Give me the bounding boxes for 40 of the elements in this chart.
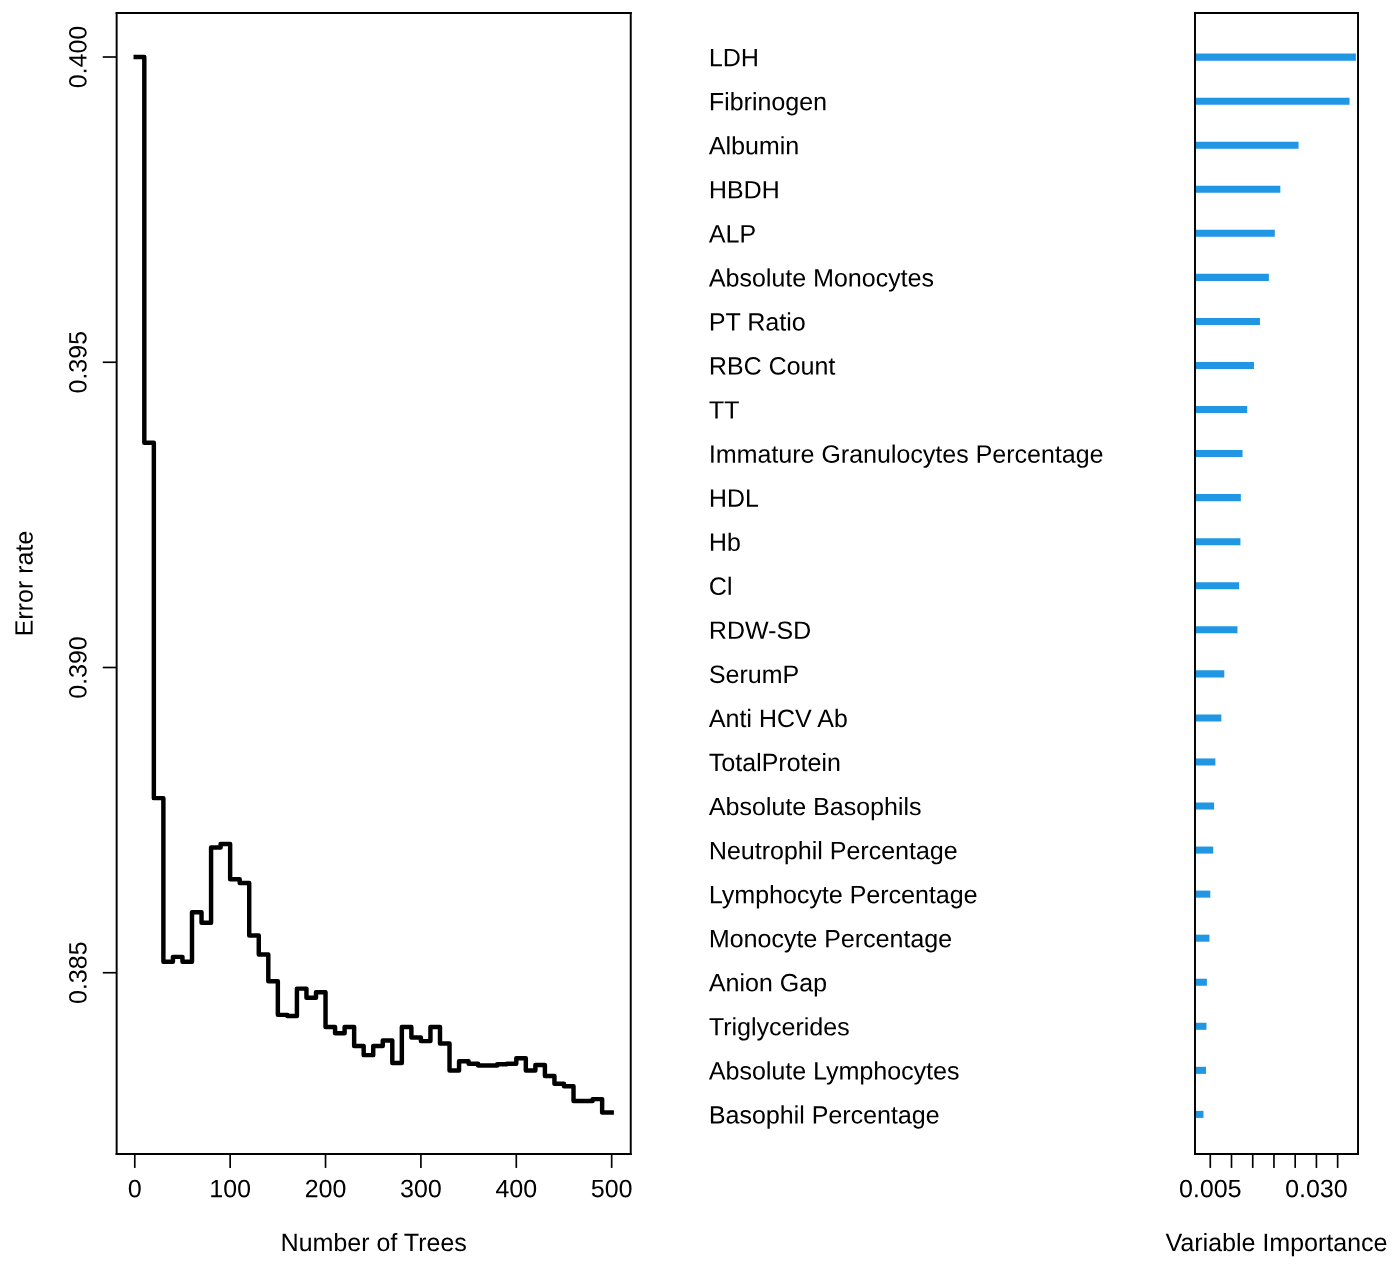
y-tick-label: RDW-SD	[710, 621, 811, 640]
y-tick-label: 0.395	[69, 332, 87, 393]
x-tick-label: 0.005	[1179, 1179, 1241, 1198]
y-tick-label: Monocyte Percentage	[710, 930, 951, 953]
y-tick-label: Anti HCV Ab	[708, 708, 847, 728]
y-tick-label: Lymphocyte Percentage	[710, 885, 977, 909]
y-tick-label: Fibrinogen	[710, 92, 826, 116]
y-tick-label: 0.390	[69, 637, 87, 698]
x-tick-label: 300	[401, 1179, 441, 1198]
y-axis-title: Error rate	[15, 531, 33, 635]
y-tick-label: HDL	[710, 489, 759, 507]
y-tick-label: Albumin	[708, 136, 798, 155]
y-tick-label: Absolute Basophils	[708, 796, 921, 821]
x-axis-title: Variable Importance	[1165, 1232, 1387, 1257]
x-axis-title: Number of Trees	[282, 1232, 466, 1252]
x-tick-label: 200	[305, 1179, 346, 1198]
x-tick-label: 100	[211, 1179, 251, 1198]
y-tick-label: TT	[709, 401, 739, 419]
y-tick-label: PT Ratio	[710, 312, 805, 331]
y-tick-label: Triglycerides	[709, 1017, 849, 1041]
y-tick-label: LDH	[710, 48, 757, 67]
x-tick-label: 500	[591, 1179, 632, 1198]
y-tick-label: Absolute Lymphocytes	[708, 1061, 959, 1085]
y-tick-label: 0.400	[69, 26, 87, 88]
y-tick-label: RBC Count	[710, 357, 836, 375]
y-tick-label: SerumP	[710, 665, 798, 684]
y-tick-label: Anion Gap	[708, 973, 826, 997]
y-tick-label: Cl	[710, 576, 731, 596]
y-tick-label: TotalProtein	[709, 752, 840, 772]
y-tick-label: Immature Granulocytes Percentage	[711, 444, 1103, 468]
y-tick-label: Neutrophil Percentage	[710, 841, 957, 865]
x-tick-label: 0.030	[1286, 1179, 1347, 1198]
y-tick-label: 0.385	[69, 942, 87, 1004]
x-tick-label: 0	[128, 1179, 141, 1198]
y-tick-label: Hb	[710, 532, 740, 552]
y-tick-label: Absolute Monocytes	[708, 268, 934, 292]
y-tick-label: Basophil Percentage	[710, 1105, 939, 1129]
y-tick-label: HBDH	[710, 181, 778, 199]
x-tick-label: 400	[496, 1179, 537, 1198]
y-tick-label: ALP	[708, 225, 755, 243]
